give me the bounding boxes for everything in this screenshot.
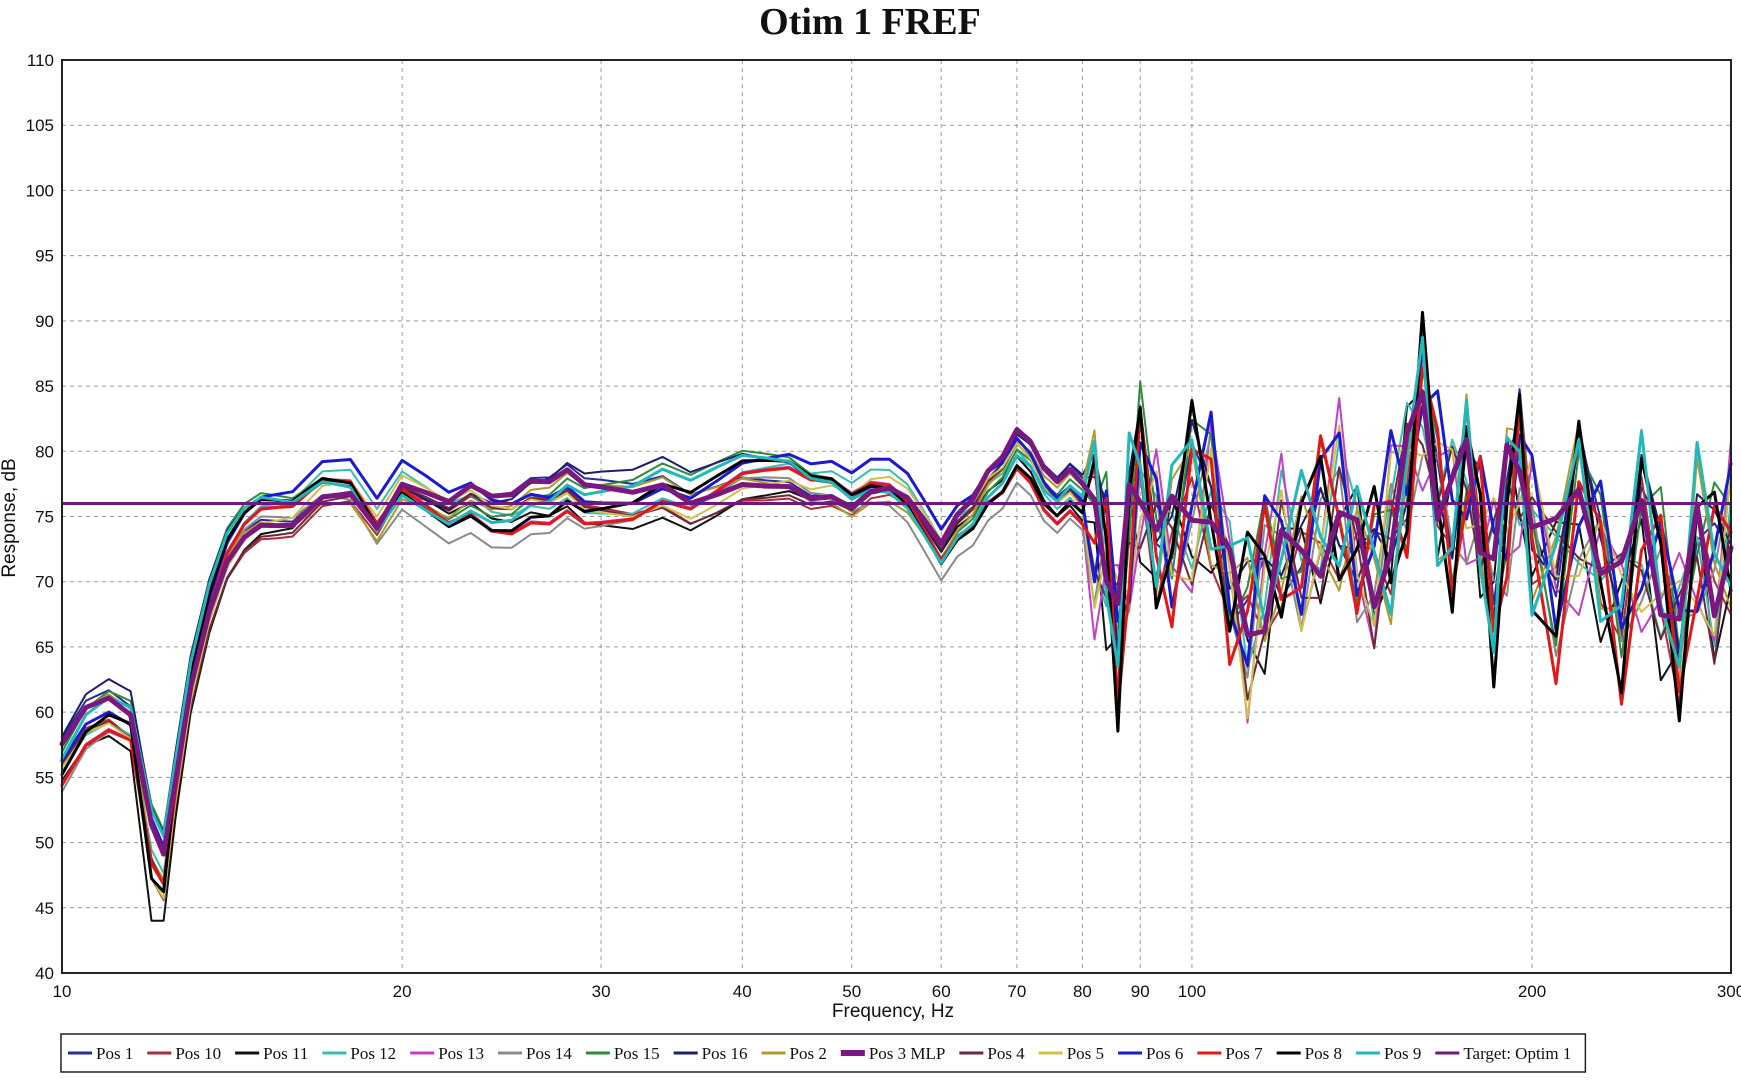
y-tick-label: 105 [26, 116, 54, 135]
legend-box [60, 1033, 1587, 1073]
y-tick-label: 60 [35, 703, 54, 722]
legend-entry: Pos 11 [263, 1044, 308, 1063]
legend-entry: Pos 13 [438, 1044, 484, 1063]
legend-entry: Pos 15 [614, 1044, 660, 1063]
y-tick-label: 100 [26, 181, 54, 200]
legend-entry: Pos 14 [526, 1044, 572, 1063]
legend-entry: Pos 9 [1384, 1044, 1421, 1063]
legend-entry: Pos 12 [350, 1044, 396, 1063]
x-tick-label: 50 [842, 982, 861, 1001]
y-tick-label: 65 [35, 638, 54, 657]
x-axis-ticks: 10 20 30 40 50 60 70 80 90 100 200 300 [53, 982, 1741, 1001]
x-tick-label: 40 [733, 982, 752, 1001]
y-tick-label: 95 [35, 247, 54, 266]
y-tick-label: 85 [35, 377, 54, 396]
plot-area-frame [61, 59, 1732, 974]
legend-entry: Pos 3 MLP [869, 1044, 946, 1063]
x-tick-label: 60 [932, 982, 951, 1001]
y-tick-label: 75 [35, 508, 54, 527]
x-tick-label: 30 [592, 982, 611, 1001]
x-axis-label: Frequency, Hz [832, 1001, 954, 1022]
legend-entry: Pos 7 [1225, 1044, 1263, 1063]
legend-entry: Pos 1 [96, 1044, 133, 1063]
y-axis-ticks: 40 45 50 55 60 65 70 75 80 85 90 95 100 105 110 [26, 51, 54, 983]
y-tick-label: 45 [35, 899, 54, 918]
legend: Pos 1 Pos 10 Pos 11 Pos 12 Pos 13 Pos 14 Pos 1… [60, 1033, 1587, 1073]
legend-entry: Target: Optim 1 [1463, 1044, 1571, 1063]
series-line [61, 431, 1732, 852]
series-line [59, 389, 1734, 857]
legend-entry: Pos 10 [175, 1044, 221, 1063]
y-tick-label: 70 [35, 573, 54, 592]
y-tick-label: 80 [35, 442, 54, 461]
y-axis-label: Response, dB [0, 458, 20, 577]
legend-entry: Pos 5 [1067, 1044, 1104, 1063]
legend-entry: Pos 8 [1305, 1044, 1342, 1063]
series-layer [59, 310, 1734, 922]
x-tick-label: 10 [53, 982, 72, 1001]
x-tick-label: 20 [393, 982, 412, 1001]
y-tick-label: 90 [35, 312, 54, 331]
series-line [60, 335, 1733, 838]
x-tick-label: 100 [1178, 982, 1206, 1001]
legend-entry: Pos 4 [987, 1044, 1025, 1063]
legend-entry: Pos 2 [790, 1044, 827, 1063]
chart-title: Otim 1 FREF [759, 1, 981, 43]
x-tick-label: 90 [1131, 982, 1150, 1001]
legend-entry: Pos 16 [702, 1044, 748, 1063]
y-tick-label: 40 [35, 964, 54, 983]
x-tick-label: 70 [1007, 982, 1026, 1001]
series-line [60, 310, 1733, 894]
y-tick-label: 110 [27, 51, 54, 70]
x-tick-label: 80 [1073, 982, 1092, 1001]
legend-entry: Pos 6 [1146, 1044, 1183, 1063]
x-tick-label: 200 [1518, 982, 1546, 1001]
y-tick-label: 50 [35, 834, 54, 853]
x-tick-label: 300 [1717, 982, 1741, 1001]
y-tick-label: 55 [35, 768, 54, 787]
